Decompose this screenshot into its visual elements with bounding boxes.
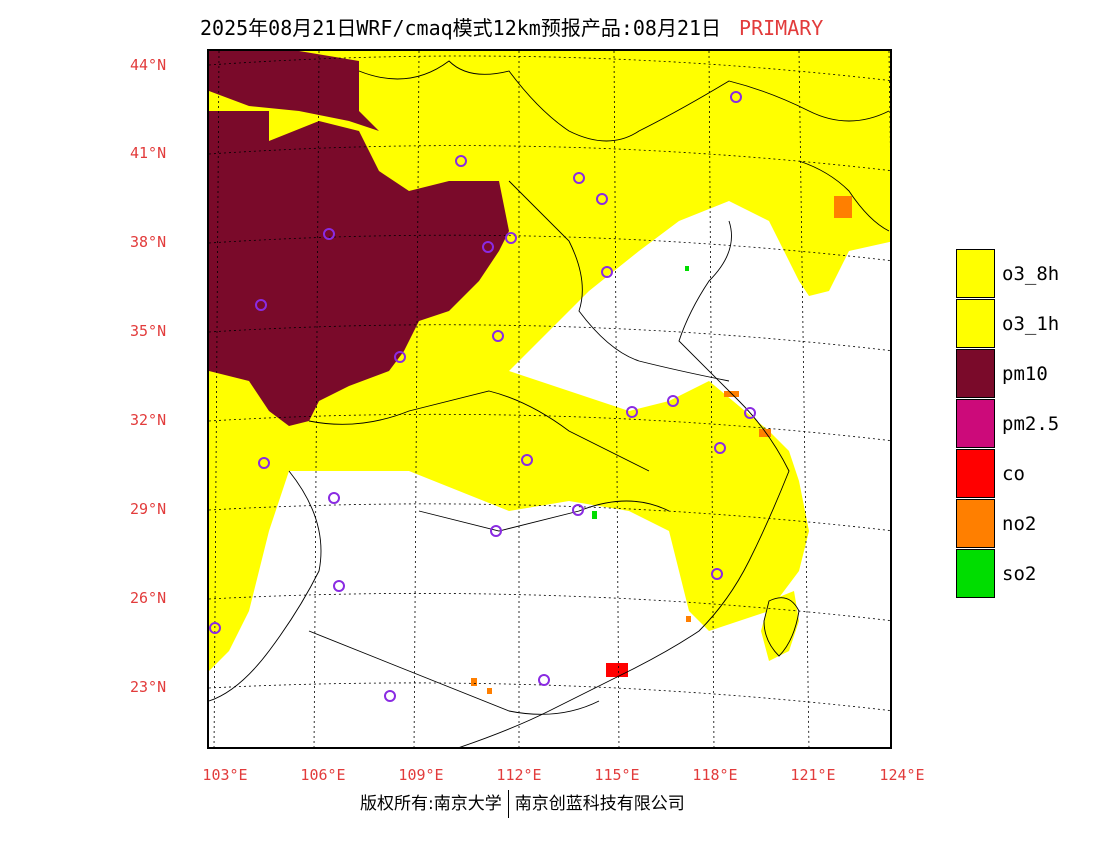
city-marker [482, 241, 494, 253]
lon-label-118: 118°E [692, 766, 738, 784]
city-marker [667, 395, 679, 407]
legend-label: o3_8h [1002, 263, 1060, 285]
city-marker [323, 228, 335, 240]
boundaries [209, 60, 890, 747]
legend-item-pm10: pm10 [956, 349, 1100, 399]
lon-label-124: 124°E [879, 766, 925, 784]
legend-item-o3-8h: o3_8h [956, 249, 1100, 299]
city-marker [711, 568, 723, 580]
city-marker [490, 525, 502, 537]
city-marker [596, 193, 608, 205]
lat-label-35: 35°N [130, 322, 167, 340]
city-marker [492, 330, 504, 342]
lon-label-121: 121°E [790, 766, 836, 784]
copyright-right: 南京创蓝科技有限公司 [514, 794, 685, 814]
city-marker [521, 454, 533, 466]
legend-item-no2: no2 [956, 499, 1100, 549]
legend-swatch [956, 249, 995, 298]
legend-swatch [956, 549, 995, 598]
legend-item-o3-1h: o3_1h [956, 299, 1100, 349]
primary-tag: PRIMARY [739, 16, 824, 40]
lon-label-103: 103°E [202, 766, 248, 784]
city-marker [455, 155, 467, 167]
legend-swatch [956, 399, 995, 448]
city-marker [601, 266, 613, 278]
pollutant-map [207, 49, 892, 749]
lon-label-112: 112°E [496, 766, 542, 784]
city-markers [209, 91, 756, 702]
legend-swatch [956, 449, 995, 498]
legend-label: o3_1h [1002, 313, 1060, 335]
lat-label-29: 29°N [130, 500, 167, 518]
legend-swatch [956, 349, 995, 398]
lat-label-23: 23°N [130, 678, 167, 696]
legend-label: co [1002, 463, 1025, 485]
city-marker [333, 580, 345, 592]
co-spot [606, 663, 628, 677]
legend-label: pm10 [1002, 363, 1048, 385]
title-text: 2025年08月21日WRF/cmaq模式12km预报产品:08月21日 [200, 16, 722, 40]
city-marker [573, 172, 585, 184]
map-title: 2025年08月21日WRF/cmaq模式12km预报产品:08月21日 PRIM… [200, 12, 823, 41]
lat-label-26: 26°N [130, 589, 167, 607]
legend-label: pm2.5 [1002, 413, 1060, 435]
legend-label: no2 [1002, 513, 1037, 535]
city-marker [328, 492, 340, 504]
city-marker [394, 351, 406, 363]
city-marker [538, 674, 550, 686]
city-marker [505, 232, 517, 244]
legend-label: so2 [1002, 563, 1037, 585]
legend: o3_8h o3_1h pm10 pm2.5 co no2 so2 [956, 249, 1100, 599]
legend-swatch [956, 499, 995, 548]
city-marker [209, 622, 221, 634]
copyright: 版权所有:南京大学 南京创蓝科技有限公司 [360, 789, 685, 818]
lon-label-109: 109°E [398, 766, 444, 784]
legend-item-so2: so2 [956, 549, 1100, 599]
city-marker [572, 504, 584, 516]
lat-label-44: 44°N [130, 56, 167, 74]
copyright-left: 版权所有:南京大学 [360, 794, 502, 814]
city-marker [714, 442, 726, 454]
so2-spots [592, 266, 689, 519]
lon-label-115: 115°E [594, 766, 640, 784]
city-marker [255, 299, 267, 311]
city-marker [258, 457, 270, 469]
legend-item-co: co [956, 449, 1100, 499]
lat-label-38: 38°N [130, 233, 167, 251]
lon-label-106: 106°E [300, 766, 346, 784]
city-marker [626, 406, 638, 418]
city-marker [744, 407, 756, 419]
lat-label-41: 41°N [130, 144, 167, 162]
map-canvas [209, 51, 890, 747]
city-marker [730, 91, 742, 103]
graticule [209, 51, 890, 747]
lat-label-32: 32°N [130, 411, 167, 429]
city-marker [384, 690, 396, 702]
legend-item-pm2-5: pm2.5 [956, 399, 1100, 449]
divider [507, 790, 509, 818]
pm10-region [209, 51, 509, 426]
legend-swatch [956, 299, 995, 348]
